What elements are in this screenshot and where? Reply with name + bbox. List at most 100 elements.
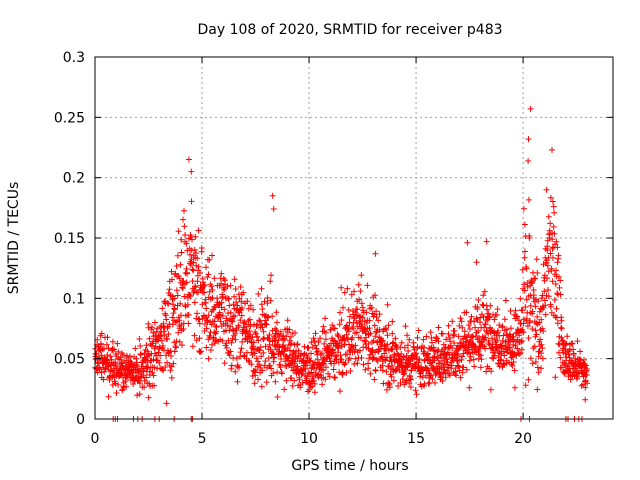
data-point bbox=[337, 388, 343, 395]
data-point bbox=[228, 339, 235, 346]
data-point bbox=[219, 337, 226, 344]
data-point bbox=[569, 340, 576, 347]
data-point bbox=[143, 342, 150, 349]
data-point bbox=[237, 317, 244, 324]
data-point bbox=[404, 342, 411, 349]
data-point bbox=[535, 353, 542, 360]
data-point bbox=[390, 339, 397, 346]
data-point bbox=[397, 344, 404, 351]
data-point bbox=[188, 168, 195, 175]
data-point bbox=[389, 318, 396, 325]
data-point bbox=[292, 330, 298, 336]
data-point bbox=[280, 342, 287, 348]
data-point bbox=[191, 299, 198, 306]
data-point bbox=[514, 345, 521, 352]
data-point bbox=[556, 284, 563, 291]
data-point bbox=[372, 333, 379, 340]
data-point bbox=[405, 348, 412, 354]
data-point bbox=[175, 228, 182, 235]
data-point bbox=[514, 313, 521, 320]
data-point bbox=[419, 374, 426, 381]
data-point bbox=[523, 315, 530, 322]
data-point bbox=[581, 356, 587, 363]
data-point bbox=[442, 374, 449, 381]
data-point bbox=[494, 337, 501, 344]
data-point bbox=[172, 343, 179, 350]
data-point bbox=[179, 285, 186, 292]
data-point bbox=[542, 311, 549, 318]
data-point bbox=[263, 321, 270, 328]
data-point bbox=[231, 293, 238, 300]
data-point bbox=[538, 365, 544, 372]
data-point bbox=[457, 374, 464, 381]
data-point bbox=[312, 342, 319, 349]
data-point bbox=[162, 310, 169, 317]
data-point bbox=[150, 329, 157, 336]
data-point bbox=[240, 352, 247, 359]
data-point bbox=[149, 369, 156, 376]
data-point bbox=[533, 256, 540, 263]
data-point bbox=[180, 326, 187, 332]
data-point bbox=[263, 379, 270, 386]
data-point bbox=[503, 326, 510, 333]
data-point bbox=[372, 349, 378, 356]
data-point bbox=[522, 248, 528, 255]
data-point bbox=[238, 345, 245, 352]
data-point bbox=[371, 322, 378, 329]
data-point bbox=[533, 320, 540, 327]
data-point bbox=[415, 327, 422, 334]
x-tick-label: 15 bbox=[407, 431, 425, 447]
data-point bbox=[196, 320, 203, 327]
data-point bbox=[216, 312, 223, 318]
data-point bbox=[533, 331, 540, 338]
data-point bbox=[108, 356, 115, 363]
data-point bbox=[538, 316, 545, 323]
data-point bbox=[539, 355, 546, 362]
data-point bbox=[545, 213, 552, 220]
data-point bbox=[400, 371, 407, 378]
data-point bbox=[455, 333, 462, 340]
data-point bbox=[481, 324, 487, 331]
data-point bbox=[189, 266, 196, 273]
data-point bbox=[431, 353, 438, 360]
data-point bbox=[493, 311, 500, 318]
data-point bbox=[451, 328, 458, 334]
data-point bbox=[434, 335, 441, 342]
data-point bbox=[407, 384, 414, 391]
data-point bbox=[525, 158, 532, 164]
data-point bbox=[412, 387, 419, 394]
data-point bbox=[525, 376, 532, 383]
data-point bbox=[270, 358, 277, 365]
data-point bbox=[425, 356, 432, 363]
data-point bbox=[182, 232, 189, 238]
data-point bbox=[269, 338, 276, 345]
data-point bbox=[470, 356, 477, 363]
data-point bbox=[271, 354, 278, 361]
data-point bbox=[338, 284, 345, 291]
data-point bbox=[391, 351, 398, 358]
data-point bbox=[191, 288, 198, 294]
data-point bbox=[520, 205, 527, 212]
data-point bbox=[200, 281, 207, 288]
data-point bbox=[170, 310, 177, 317]
data-point bbox=[521, 221, 528, 228]
data-point bbox=[439, 378, 446, 384]
data-point bbox=[405, 361, 412, 368]
data-point bbox=[342, 360, 349, 366]
data-point bbox=[554, 290, 561, 297]
data-point bbox=[535, 369, 542, 376]
data-point bbox=[205, 271, 212, 278]
data-point bbox=[552, 281, 559, 287]
data-point bbox=[278, 370, 285, 377]
data-point bbox=[553, 267, 559, 274]
data-point bbox=[379, 367, 386, 374]
data-point bbox=[239, 338, 246, 345]
data-point bbox=[132, 345, 139, 352]
data-point bbox=[570, 352, 577, 358]
data-point bbox=[358, 354, 365, 361]
data-point bbox=[358, 272, 365, 279]
data-point bbox=[335, 333, 342, 340]
data-point bbox=[553, 238, 560, 245]
data-point bbox=[427, 329, 434, 336]
data-point bbox=[158, 337, 165, 344]
